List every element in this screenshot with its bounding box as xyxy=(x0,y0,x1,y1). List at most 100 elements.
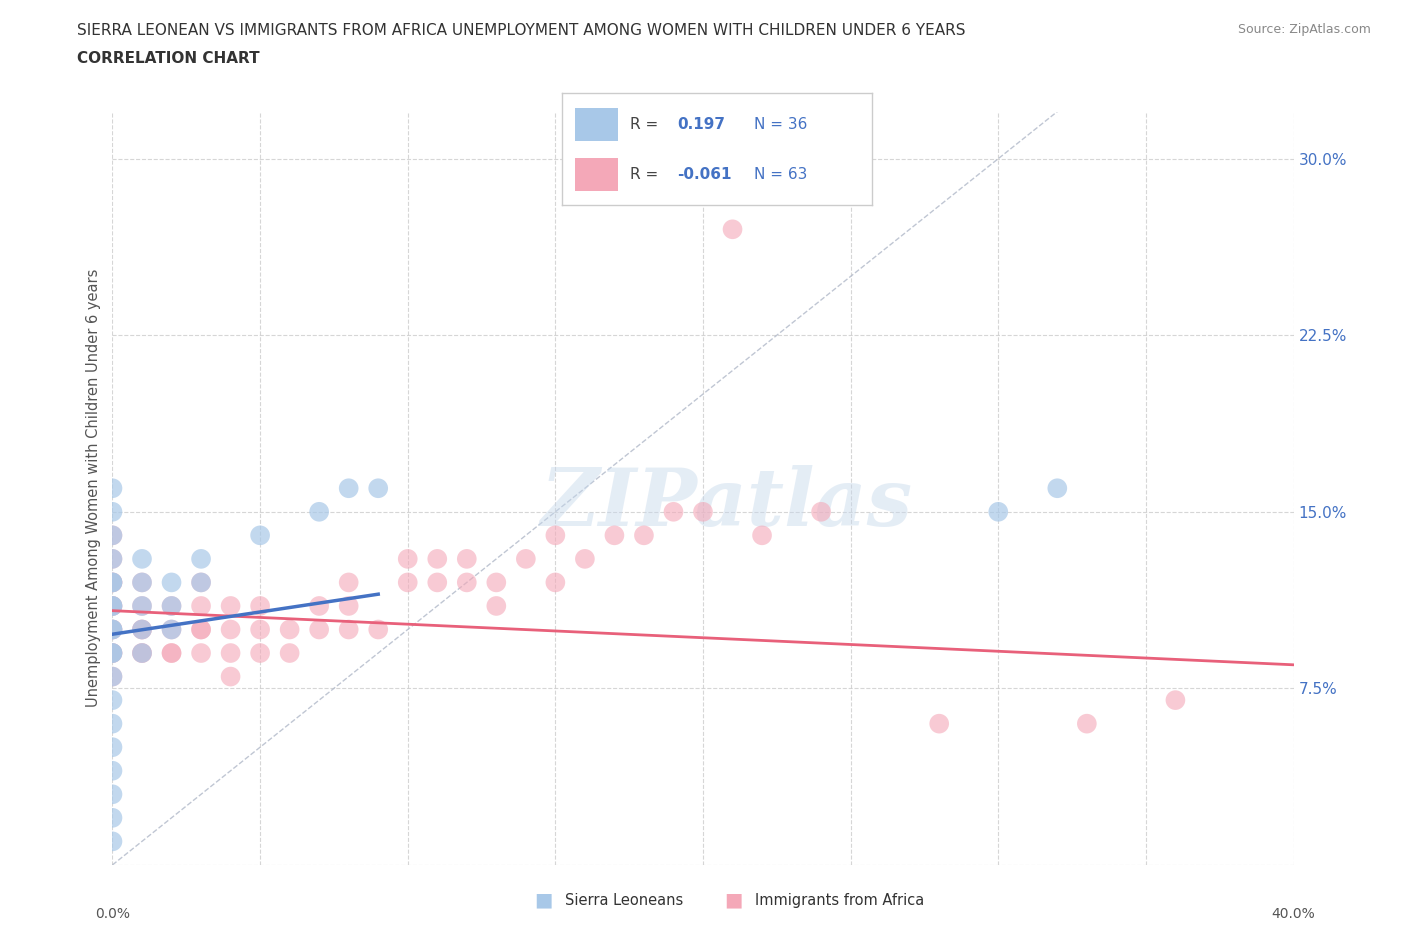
Point xyxy=(160,622,183,637)
Point xyxy=(101,645,124,660)
Point xyxy=(308,599,330,614)
Point xyxy=(190,551,212,566)
Point xyxy=(101,551,124,566)
Point xyxy=(101,575,124,590)
Point xyxy=(131,645,153,660)
Point xyxy=(131,622,153,637)
Point xyxy=(101,716,124,731)
Point xyxy=(278,645,301,660)
Point xyxy=(101,575,124,590)
Point xyxy=(101,787,124,802)
Point xyxy=(190,575,212,590)
Point xyxy=(101,645,124,660)
Point xyxy=(219,645,242,660)
Point xyxy=(1046,481,1069,496)
Point xyxy=(219,599,242,614)
Point xyxy=(249,599,271,614)
Point xyxy=(101,693,124,708)
Text: R =: R = xyxy=(630,117,664,132)
Point xyxy=(101,622,124,637)
Point xyxy=(160,622,183,637)
Point xyxy=(308,504,330,519)
Point xyxy=(485,575,508,590)
Point xyxy=(131,622,153,637)
Point xyxy=(396,575,419,590)
Point xyxy=(101,575,124,590)
Point xyxy=(160,599,183,614)
Point xyxy=(544,528,567,543)
Text: ZIPatlas: ZIPatlas xyxy=(540,465,912,542)
Point xyxy=(810,504,832,519)
Text: N = 36: N = 36 xyxy=(754,117,807,132)
Point xyxy=(367,481,389,496)
Point xyxy=(101,622,124,637)
Text: R =: R = xyxy=(630,167,664,182)
Point xyxy=(101,834,124,849)
Text: Immigrants from Africa: Immigrants from Africa xyxy=(755,893,924,908)
Point xyxy=(101,739,124,754)
Text: SIERRA LEONEAN VS IMMIGRANTS FROM AFRICA UNEMPLOYMENT AMONG WOMEN WITH CHILDREN : SIERRA LEONEAN VS IMMIGRANTS FROM AFRICA… xyxy=(77,23,966,38)
Point xyxy=(367,622,389,637)
Point xyxy=(101,481,124,496)
Point xyxy=(633,528,655,543)
Text: -0.061: -0.061 xyxy=(676,167,731,182)
Point xyxy=(101,599,124,614)
Point xyxy=(101,670,124,684)
Point xyxy=(160,645,183,660)
Point xyxy=(101,645,124,660)
Point xyxy=(131,645,153,660)
Bar xyxy=(575,158,619,192)
Point xyxy=(131,575,153,590)
Point xyxy=(515,551,537,566)
Point xyxy=(101,599,124,614)
Point xyxy=(337,481,360,496)
Point xyxy=(190,645,212,660)
Point xyxy=(190,622,212,637)
Point xyxy=(278,622,301,637)
Point xyxy=(485,599,508,614)
Point xyxy=(751,528,773,543)
Point xyxy=(101,622,124,637)
Point xyxy=(101,575,124,590)
Text: Source: ZipAtlas.com: Source: ZipAtlas.com xyxy=(1237,23,1371,36)
Point xyxy=(101,599,124,614)
Point xyxy=(131,599,153,614)
Y-axis label: Unemployment Among Women with Children Under 6 years: Unemployment Among Women with Children U… xyxy=(86,269,101,708)
Point xyxy=(456,575,478,590)
Point xyxy=(337,622,360,637)
Point xyxy=(574,551,596,566)
Bar xyxy=(575,108,619,141)
Point xyxy=(101,504,124,519)
Point xyxy=(426,575,449,590)
Point xyxy=(101,810,124,825)
Text: N = 63: N = 63 xyxy=(754,167,807,182)
Point xyxy=(190,575,212,590)
Point xyxy=(131,575,153,590)
Point xyxy=(603,528,626,543)
Text: 40.0%: 40.0% xyxy=(1271,908,1316,922)
Point xyxy=(101,551,124,566)
Point xyxy=(160,599,183,614)
Point xyxy=(544,575,567,590)
Point xyxy=(101,599,124,614)
Point xyxy=(662,504,685,519)
Point xyxy=(308,622,330,637)
Point xyxy=(692,504,714,519)
Text: ■: ■ xyxy=(724,891,742,910)
Point xyxy=(101,528,124,543)
Point xyxy=(249,528,271,543)
Point xyxy=(337,575,360,590)
Point xyxy=(1164,693,1187,708)
Point xyxy=(249,645,271,660)
Point xyxy=(131,622,153,637)
Point xyxy=(101,645,124,660)
Point xyxy=(337,599,360,614)
Point xyxy=(190,599,212,614)
Text: ■: ■ xyxy=(534,891,553,910)
Point xyxy=(219,622,242,637)
Point xyxy=(190,622,212,637)
Point xyxy=(219,670,242,684)
Point xyxy=(131,645,153,660)
Point xyxy=(101,764,124,778)
Point xyxy=(721,222,744,237)
